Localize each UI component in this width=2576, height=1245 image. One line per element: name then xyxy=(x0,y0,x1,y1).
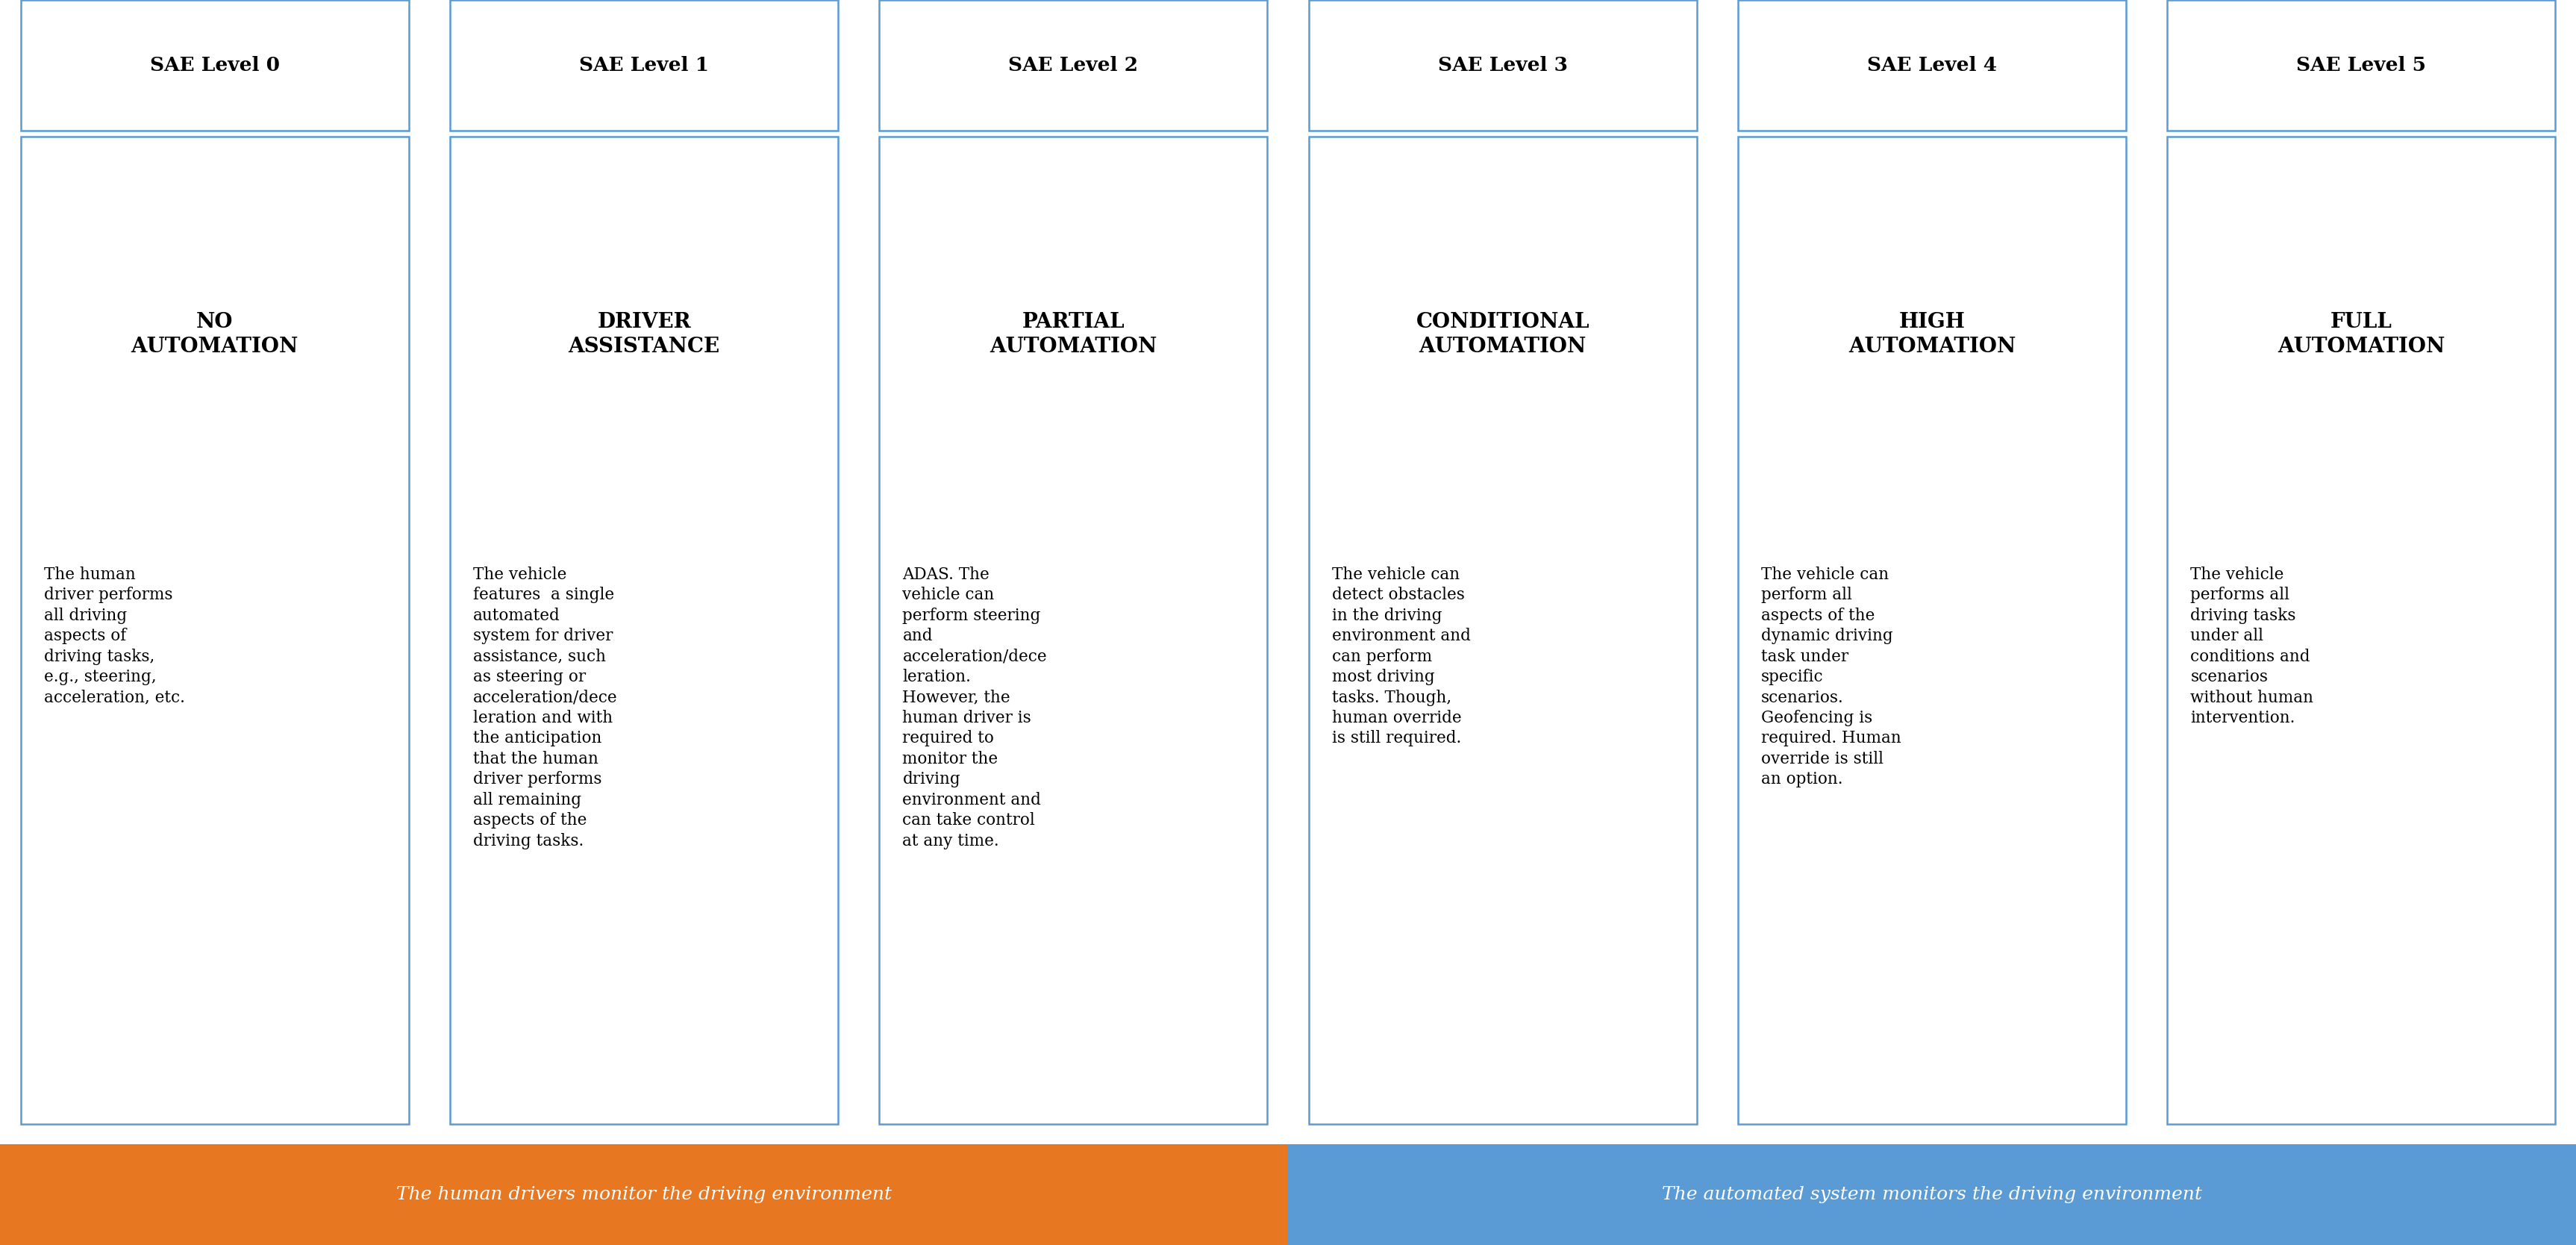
Bar xyxy=(1288,1144,2576,1245)
Text: The vehicle can
detect obstacles
in the driving
environment and
can perform
most: The vehicle can detect obstacles in the … xyxy=(1332,566,1471,747)
Text: SAE Level 2: SAE Level 2 xyxy=(1007,56,1139,75)
Text: SAE Level 0: SAE Level 0 xyxy=(149,56,281,75)
Text: The vehicle
performs all
driving tasks
under all
conditions and
scenarios
withou: The vehicle performs all driving tasks u… xyxy=(2190,566,2313,726)
Text: FULL
AUTOMATION: FULL AUTOMATION xyxy=(2277,312,2445,356)
Bar xyxy=(1739,137,2125,1124)
Text: The vehicle can
perform all
aspects of the
dynamic driving
task under
specific
s: The vehicle can perform all aspects of t… xyxy=(1762,566,1901,788)
Bar xyxy=(451,0,837,131)
Bar xyxy=(2166,0,2555,131)
Bar xyxy=(878,0,1267,131)
Bar xyxy=(0,1144,1288,1245)
Text: SAE Level 3: SAE Level 3 xyxy=(1437,56,1569,75)
Text: ADAS. The
vehicle can
perform steering
and
acceleration/dece
leration.
However, : ADAS. The vehicle can perform steering a… xyxy=(902,566,1046,849)
Text: SAE Level 4: SAE Level 4 xyxy=(1868,56,1996,75)
Bar xyxy=(1309,0,1698,131)
Bar xyxy=(21,0,410,131)
Bar xyxy=(2166,137,2555,1124)
Text: SAE Level 5: SAE Level 5 xyxy=(2295,56,2427,75)
Text: PARTIAL
AUTOMATION: PARTIAL AUTOMATION xyxy=(989,312,1157,356)
Bar xyxy=(21,137,410,1124)
Text: The automated system monitors the driving environment: The automated system monitors the drivin… xyxy=(1662,1186,2202,1203)
Text: The vehicle
features  a single
automated
system for driver
assistance, such
as s: The vehicle features a single automated … xyxy=(474,566,618,849)
Bar xyxy=(451,137,837,1124)
Bar xyxy=(878,137,1267,1124)
Text: CONDITIONAL
AUTOMATION: CONDITIONAL AUTOMATION xyxy=(1417,312,1589,356)
Text: SAE Level 1: SAE Level 1 xyxy=(580,56,708,75)
Text: NO
AUTOMATION: NO AUTOMATION xyxy=(131,312,299,356)
Text: The human
driver performs
all driving
aspects of
driving tasks,
e.g., steering,
: The human driver performs all driving as… xyxy=(44,566,185,706)
Text: DRIVER
ASSISTANCE: DRIVER ASSISTANCE xyxy=(569,312,719,356)
Text: The human drivers monitor the driving environment: The human drivers monitor the driving en… xyxy=(397,1186,891,1203)
Bar xyxy=(1739,0,2125,131)
Text: HIGH
AUTOMATION: HIGH AUTOMATION xyxy=(1850,312,2014,356)
Bar xyxy=(1309,137,1698,1124)
